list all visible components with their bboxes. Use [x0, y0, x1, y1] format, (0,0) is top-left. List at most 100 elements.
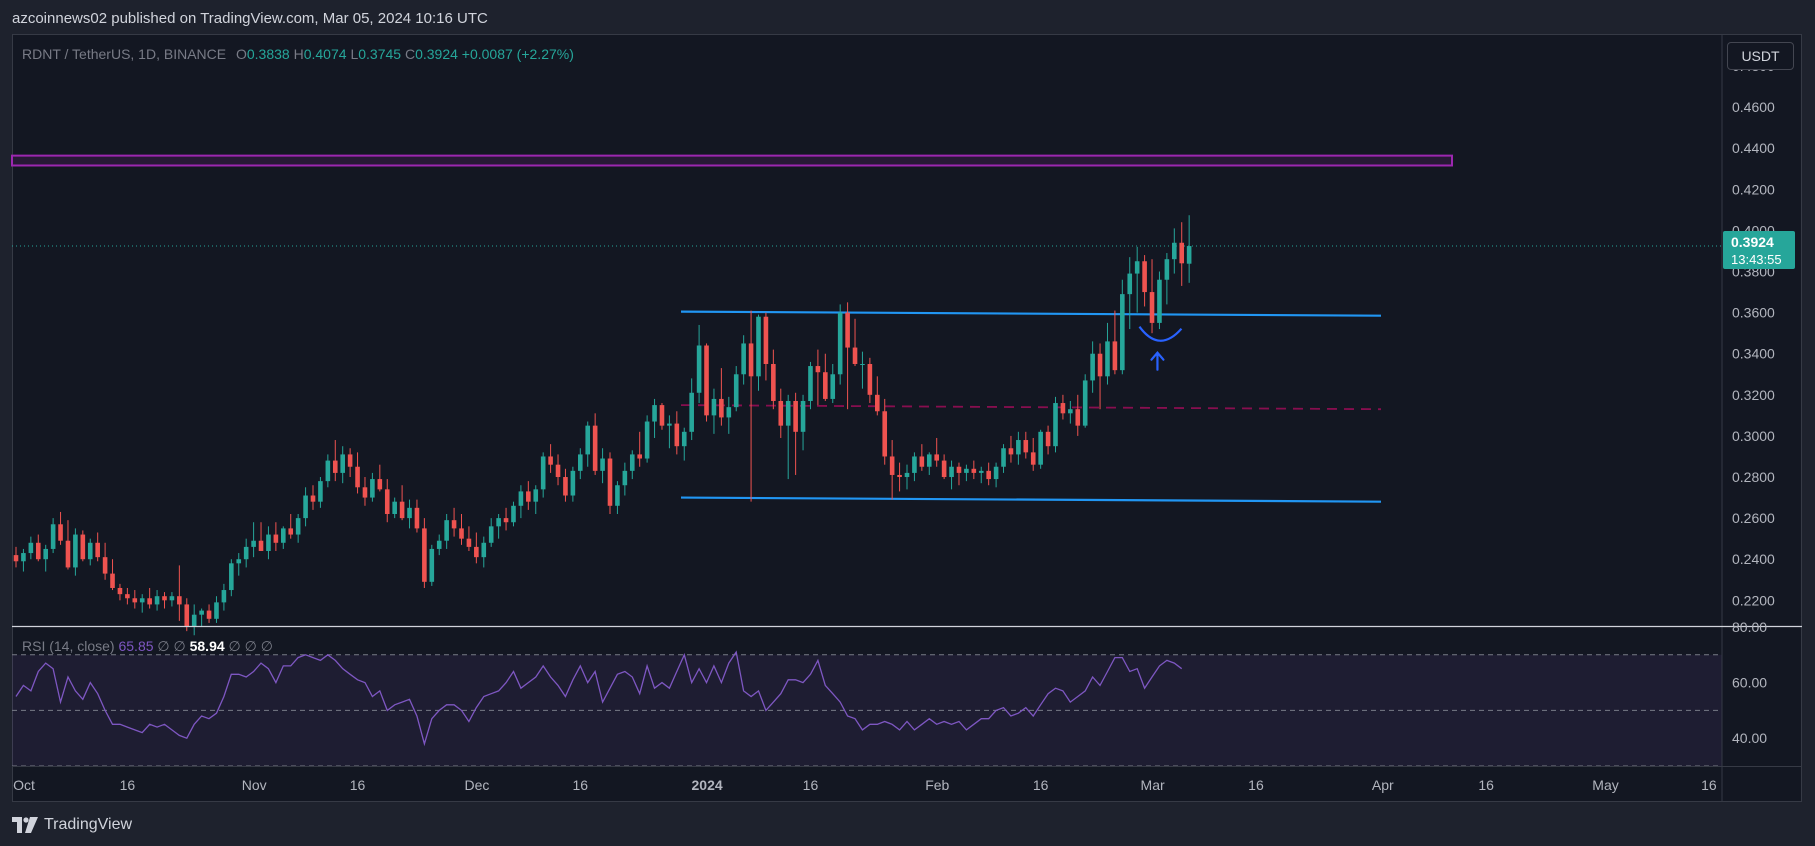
candle-body: [169, 596, 175, 601]
candle-body: [1053, 403, 1058, 447]
bottom-bar: TradingView: [0, 804, 1815, 846]
candle-body: [748, 343, 754, 377]
candle-body: [214, 602, 219, 619]
candle-body: [741, 343, 746, 375]
candle-body: [154, 596, 160, 605]
candle-body: [1157, 279, 1162, 323]
rsi-null-1: ∅: [157, 638, 170, 654]
time-tick-label: 16: [120, 777, 136, 793]
rsi-null-5: ∅: [260, 638, 273, 654]
candle-body: [689, 392, 694, 432]
candle-body: [919, 456, 925, 467]
low-value: 0.3745: [358, 46, 402, 62]
candle-body: [273, 534, 279, 543]
candle-body: [889, 456, 895, 475]
change-value: +0.0087 (+2.27%): [461, 46, 574, 62]
candle-body: [1097, 353, 1103, 377]
candle-body: [332, 460, 338, 473]
brand-name: TradingView: [44, 816, 133, 833]
candle-body: [206, 610, 212, 619]
candle-body: [823, 372, 828, 399]
tradingview-brand[interactable]: TradingView: [12, 816, 132, 834]
candle-body: [481, 542, 487, 558]
candle-body: [1179, 242, 1185, 264]
open-value: 0.3838: [246, 46, 290, 62]
candle-body: [436, 540, 442, 549]
rsi-null-4: ∅: [244, 638, 257, 654]
retest-curve-annotation: [1138, 326, 1183, 342]
candle-body: [13, 555, 19, 562]
candle-body: [459, 528, 464, 539]
rsi-tick-label: 80.00: [1732, 619, 1767, 635]
currency-button[interactable]: USDT: [1727, 42, 1794, 70]
candle-body: [1149, 292, 1155, 323]
candle-body: [763, 316, 769, 364]
candle-body: [496, 518, 501, 527]
candle-body: [971, 468, 977, 473]
candle-body: [21, 553, 26, 562]
candle-body: [162, 596, 167, 601]
candle-body: [28, 542, 34, 554]
candle-body: [110, 573, 115, 588]
price-tick-label: 0.2800: [1732, 469, 1775, 485]
candle-body: [1023, 440, 1029, 453]
candle-body: [199, 610, 204, 615]
candle-body: [191, 614, 197, 628]
candle-body: [993, 466, 999, 480]
up-arrow-annotation: [1150, 351, 1165, 371]
time-tick-label: Dec: [464, 777, 489, 793]
candle-body: [1112, 341, 1118, 371]
candle-body: [1038, 431, 1043, 465]
tradingview-logo-icon: [12, 817, 38, 833]
candle-body: [681, 431, 687, 447]
candle-body: [295, 518, 301, 535]
candle-body: [236, 559, 242, 564]
time-tick-label: Feb: [925, 777, 949, 793]
candle-body: [1082, 380, 1088, 426]
close-value: 0.3924: [415, 46, 458, 62]
time-tick-label: 16: [1478, 777, 1494, 793]
price-badge-value: 0.3924: [1731, 234, 1774, 250]
price-tick-label: 0.2200: [1732, 592, 1775, 608]
candle-body: [362, 487, 368, 498]
rsi-tick-label: 60.00: [1732, 675, 1767, 691]
candle-body: [518, 491, 524, 506]
candle-body: [303, 495, 308, 519]
price-tick-label: 0.3200: [1732, 387, 1775, 403]
candle-body: [615, 485, 620, 506]
candle-body: [793, 400, 798, 432]
candle-body: [1142, 261, 1147, 293]
candle-body: [926, 454, 932, 467]
candle-body: [288, 528, 294, 535]
high-value: 0.4074: [303, 46, 347, 62]
candle-body: [771, 363, 776, 401]
candle-body: [837, 312, 843, 375]
candle-body: [756, 316, 761, 377]
candle-body: [384, 489, 390, 515]
candle-body: [318, 481, 323, 502]
top-bar: azcoinnews02 published on TradingView.co…: [0, 0, 1815, 34]
candle-body: [399, 501, 405, 519]
candle-body: [696, 345, 702, 393]
candle-body: [73, 534, 78, 568]
time-tick-label: Oct: [13, 777, 35, 793]
time-tick-label: Nov: [242, 777, 267, 793]
candle-body: [875, 394, 880, 412]
symbol-name[interactable]: RDNT / TetherUS, 1D, BINANCE: [22, 46, 227, 62]
price-tick-label: 0.3000: [1732, 428, 1775, 444]
channel-lower-line: [680, 496, 1382, 503]
rsi-label[interactable]: RSI (14, close): [22, 638, 115, 654]
candle-body: [845, 312, 850, 348]
candle-body: [548, 456, 553, 465]
candle-body: [600, 458, 605, 471]
candle-body: [733, 374, 739, 408]
chart-frame[interactable]: [12, 34, 1802, 802]
candle-body: [726, 407, 732, 418]
resistance-zone: [11, 154, 1453, 167]
symbol-legend[interactable]: RDNT / TetherUS, 1D, BINANCE O0.3838 H0.…: [22, 46, 574, 62]
candle-body: [533, 489, 539, 502]
candle-body: [503, 518, 509, 523]
candle-body: [50, 524, 56, 549]
rsi-legend[interactable]: RSI (14, close) 65.85 ∅ ∅ 58.94 ∅ ∅ ∅: [22, 638, 273, 655]
